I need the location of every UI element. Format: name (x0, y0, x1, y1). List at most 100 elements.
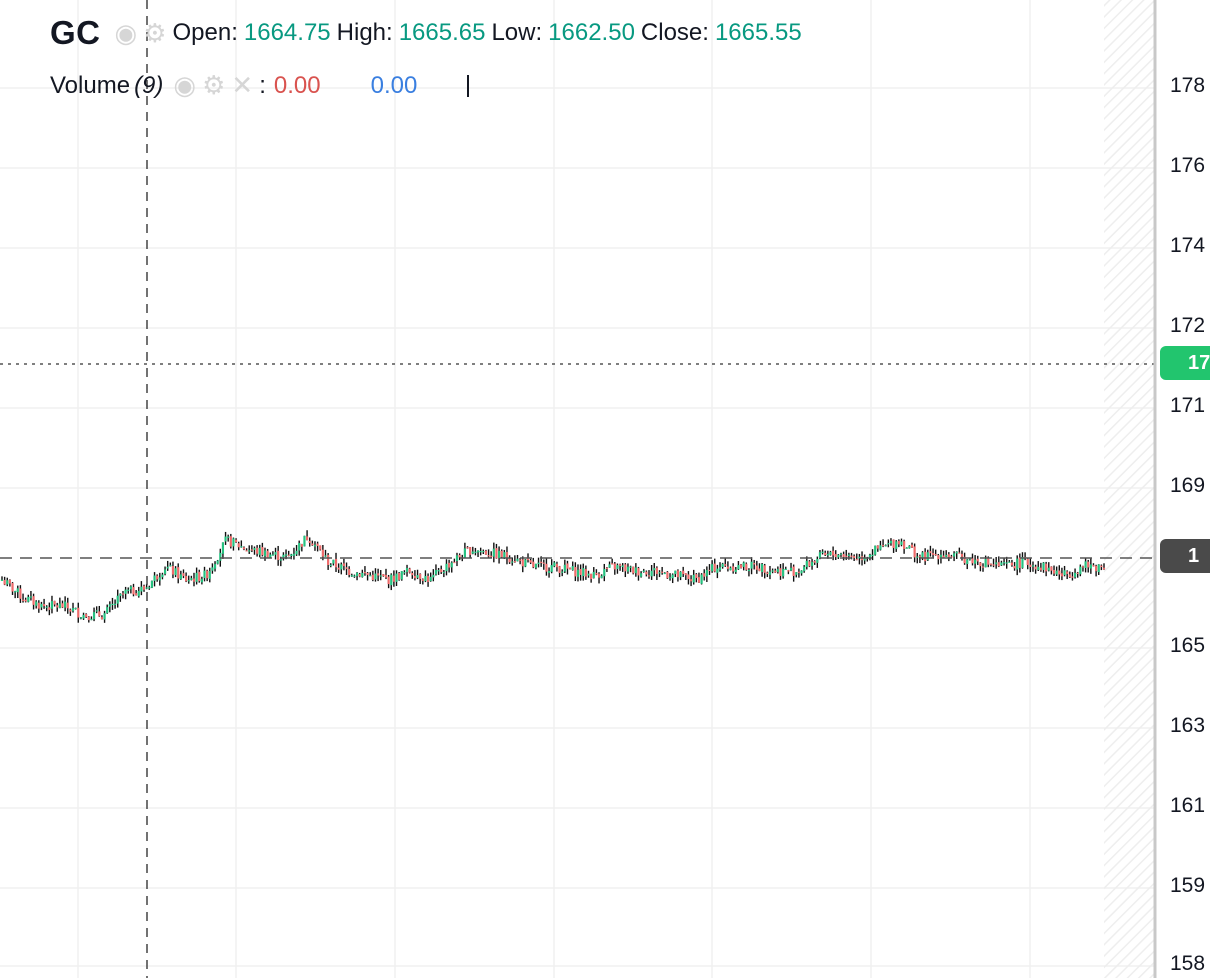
candle-body-down (1018, 557, 1021, 568)
candle-body-up (789, 567, 793, 571)
candle-body-up (79, 617, 83, 619)
candle-body-up (416, 575, 419, 578)
candle-body-down (684, 573, 687, 576)
candle-body-up (889, 540, 893, 544)
candle-body-up (329, 564, 332, 566)
candle-body-down (739, 564, 743, 569)
candle-body-up (332, 559, 335, 564)
candle-body-up (95, 610, 98, 612)
candle-body-down (177, 567, 180, 579)
candle-body-up (50, 601, 54, 609)
candle-body-down (758, 568, 761, 572)
candle-body-up (561, 571, 564, 573)
low-value: 1662.50 (548, 19, 635, 46)
candle-body-down (726, 566, 729, 569)
candle-body-up (582, 568, 585, 577)
candle-body-up (776, 569, 779, 572)
candle-body-down (808, 561, 811, 567)
candle-body-down (637, 568, 640, 576)
candle-body-down (697, 577, 701, 583)
candle-body-down (558, 566, 561, 573)
candle-body-up (303, 535, 306, 547)
candle-body-down (958, 552, 961, 554)
candle-body-up (968, 558, 971, 560)
candle-body-up (1042, 562, 1045, 570)
candle-body-up (734, 569, 737, 573)
volume-legend: Volume (9) ◉ ⚙ ✕ : 0.00 0.00 (50, 70, 470, 101)
candle-body-up (782, 569, 785, 577)
candle-body-up (810, 561, 814, 566)
gear-icon[interactable]: ⚙ (202, 70, 226, 100)
candle-body-up (721, 563, 724, 568)
candle-body-down (505, 552, 509, 559)
candle-body-up (27, 596, 30, 602)
candle-body-down (1010, 562, 1014, 566)
candle-body-down (469, 547, 472, 555)
candle-body-up (227, 536, 230, 538)
candle-body-up (1016, 558, 1019, 570)
candle-body-up (14, 591, 17, 593)
eye-icon[interactable]: ◉ (173, 70, 197, 100)
candle-body-up (129, 586, 132, 590)
candle-body-up (153, 575, 156, 581)
candle-body-down (500, 550, 503, 558)
close-label: Close: (640, 19, 709, 46)
candle-body-down (337, 567, 340, 570)
eye-icon[interactable]: ◉ (114, 17, 138, 48)
candle-body-down (1066, 571, 1069, 574)
candle-body-down (618, 564, 622, 567)
candle-body-down (398, 572, 401, 580)
candle-body-up (219, 552, 222, 561)
candle-body-up (650, 570, 653, 577)
candle-body-up (284, 554, 288, 556)
candle-body-up (871, 554, 874, 557)
candle-body-down (855, 558, 858, 561)
candle-body-down (277, 550, 280, 561)
candle-body-up (700, 574, 703, 584)
candle-body-up (945, 554, 948, 557)
candle-body-up (158, 577, 161, 581)
candlestick-series (0, 530, 1106, 623)
candle-body-up (926, 552, 929, 561)
candle-body-down (387, 576, 390, 585)
candle-body-down (724, 564, 727, 566)
close-icon[interactable]: ✕ (231, 70, 254, 100)
candle-body-up (479, 551, 482, 553)
candle-body-down (605, 567, 609, 570)
crosshair-price-tag: 1 (1160, 539, 1210, 573)
candle-body-down (1095, 565, 1098, 572)
candle-body-down (624, 564, 627, 572)
candle-body-up (429, 576, 432, 582)
candle-body-up (174, 568, 177, 576)
candle-body-down (611, 563, 614, 565)
candle-body-up (269, 554, 272, 558)
candle-body-up (35, 601, 38, 606)
candle-body-up (74, 607, 77, 610)
candle-body-down (98, 611, 101, 617)
candle-body-up (1037, 566, 1040, 571)
candle-body-down (32, 596, 35, 605)
candle-body-down (266, 550, 269, 558)
candle-body-down (645, 571, 648, 575)
candle-body-down (261, 547, 264, 556)
candle-body-down (1087, 561, 1090, 568)
candle-body-up (355, 572, 359, 577)
candle-body-up (476, 550, 480, 553)
candle-body-up (511, 561, 514, 563)
candle-body-down (766, 572, 769, 574)
candle-body-up (279, 559, 282, 561)
candle-body-up (1089, 564, 1092, 569)
candle-body-up (200, 578, 203, 583)
candle-body-up (784, 568, 787, 571)
candle-body-down (1034, 566, 1037, 570)
candle-body-down (100, 617, 104, 620)
candle-body-up (995, 562, 998, 565)
candle-body-down (1068, 574, 1071, 578)
candle-body-up (600, 575, 603, 579)
candle-body-down (87, 616, 90, 621)
gear-icon[interactable]: ⚙ (143, 17, 167, 48)
candle-body-up (984, 559, 987, 568)
candle-body-up (716, 568, 719, 573)
